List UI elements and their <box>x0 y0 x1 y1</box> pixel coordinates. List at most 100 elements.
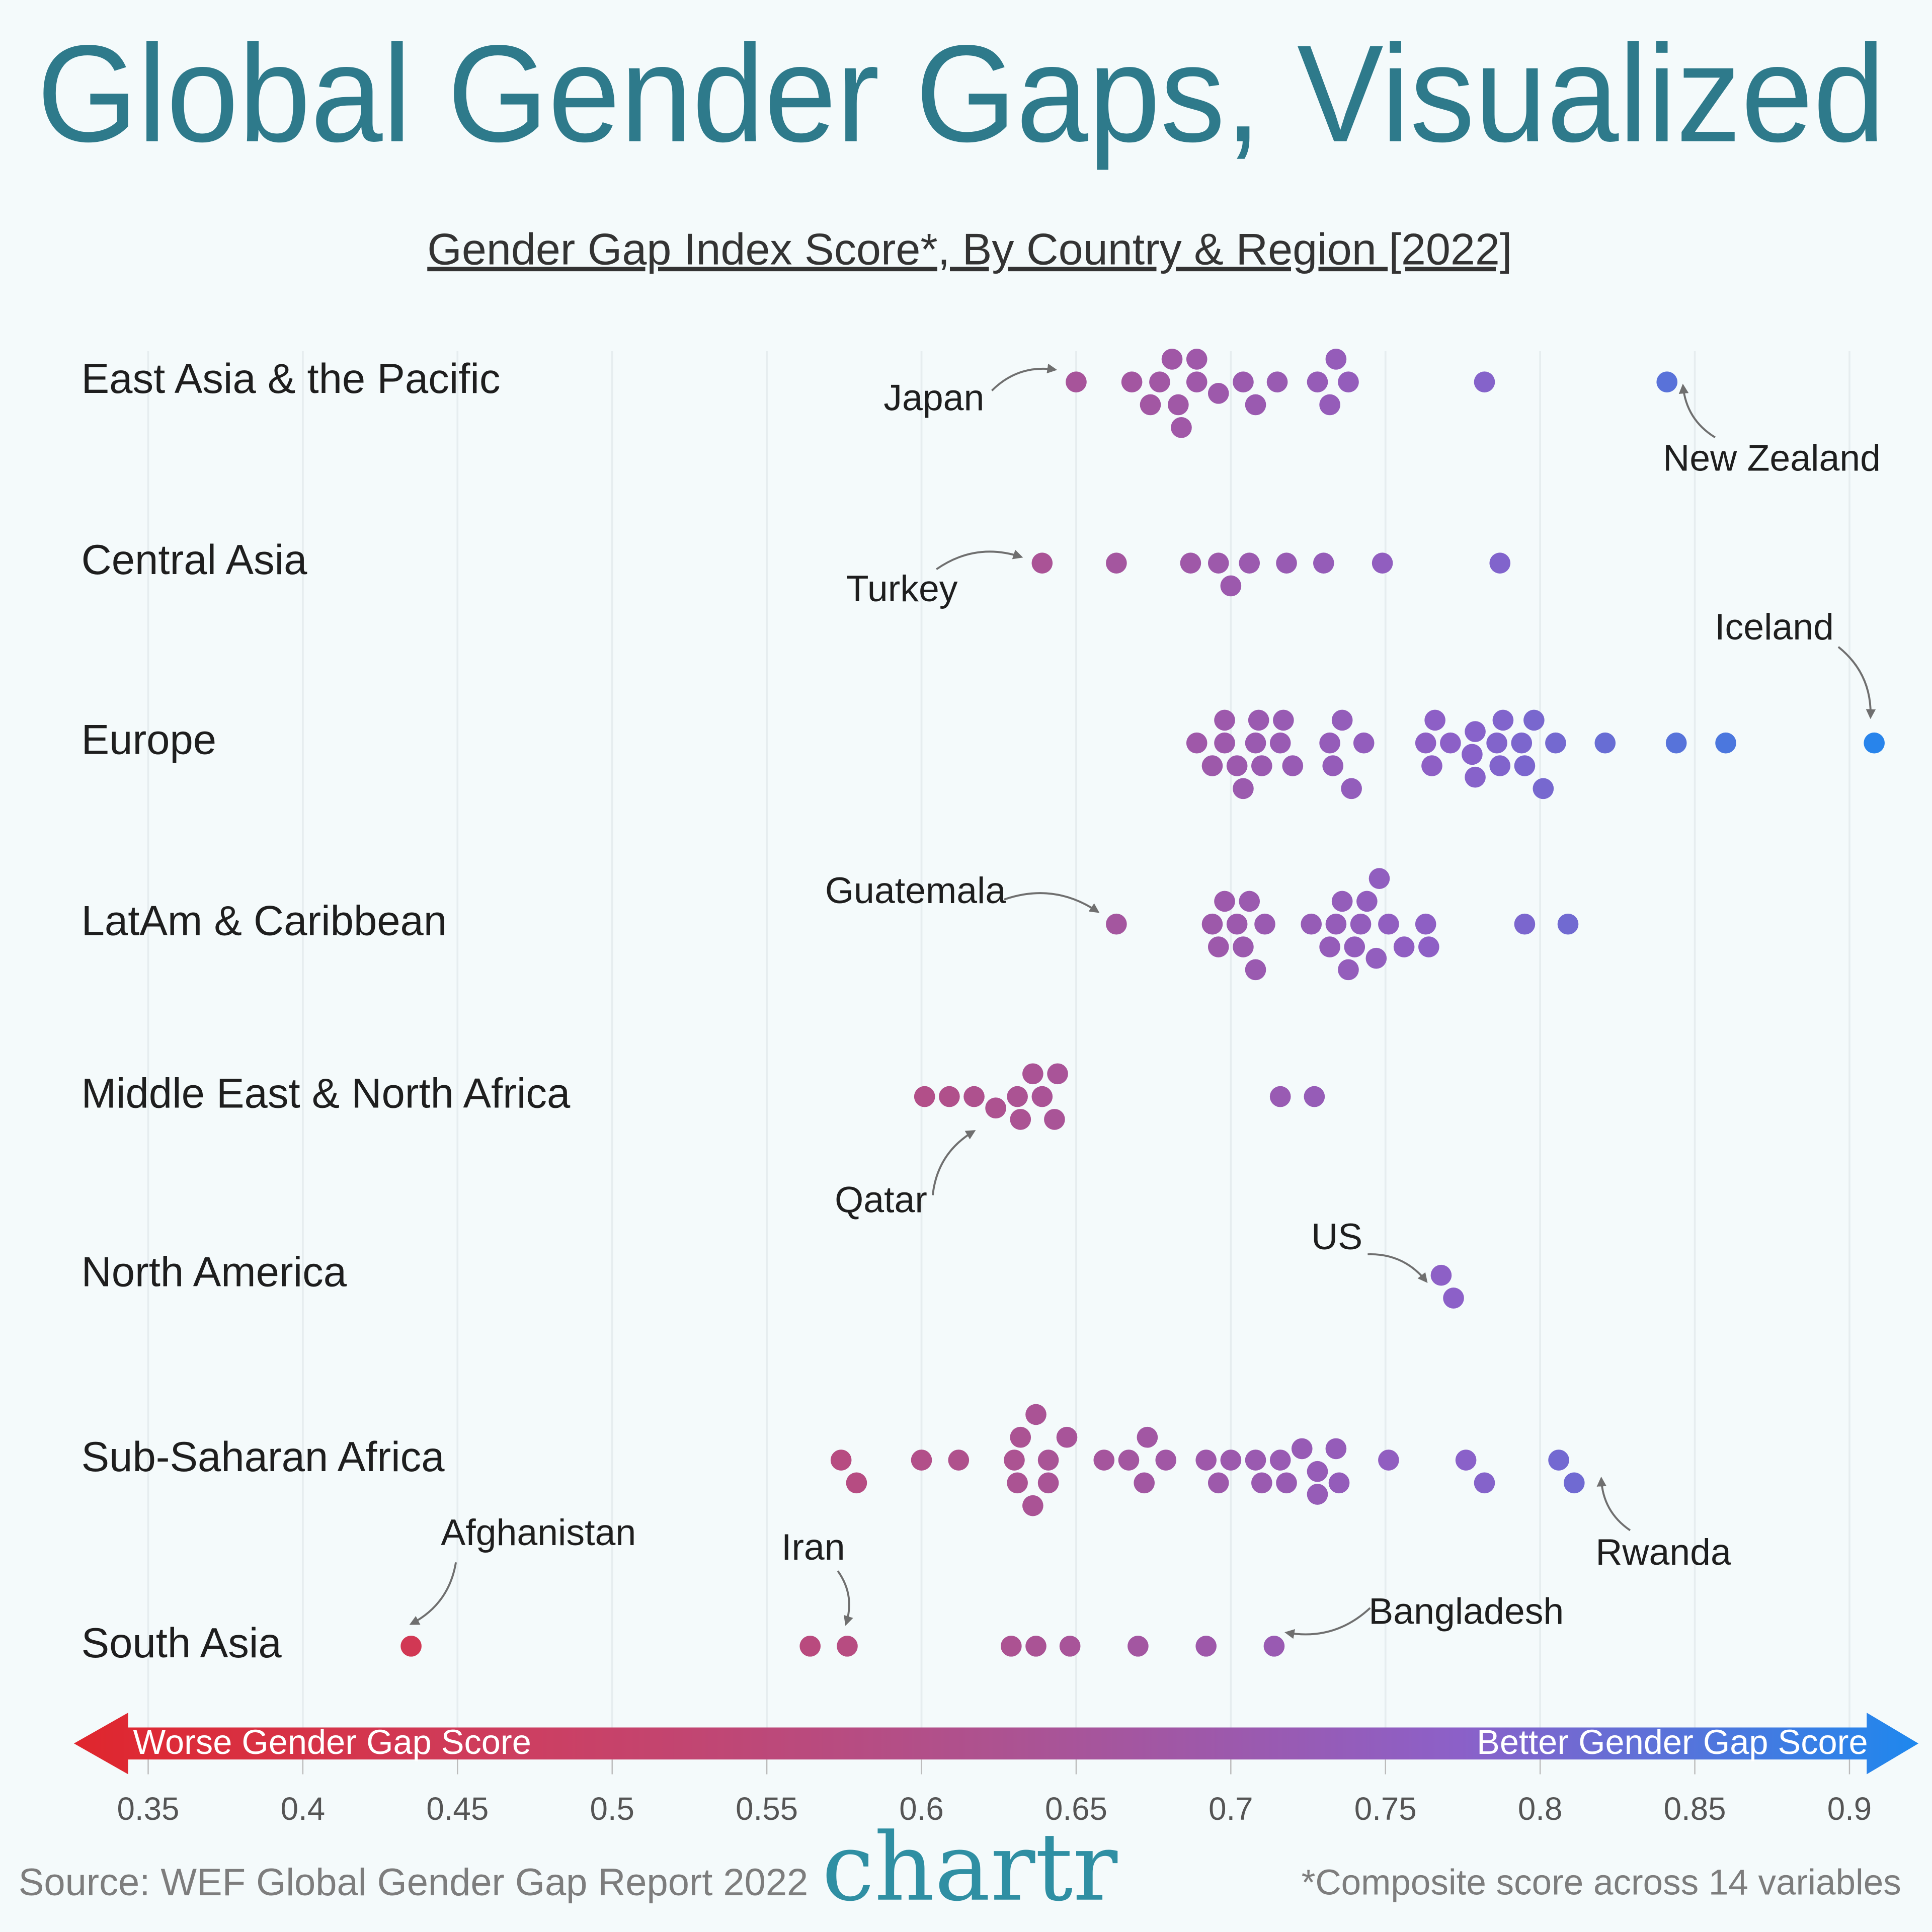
dot <box>1322 755 1344 776</box>
annotation-arrow <box>1004 892 1100 913</box>
dot <box>837 1636 858 1657</box>
dot <box>1325 349 1347 370</box>
dot <box>1548 1450 1569 1471</box>
annotation-arrow <box>1284 1607 1371 1639</box>
dot <box>1325 913 1347 935</box>
annotation-arrow <box>931 1130 976 1195</box>
dot <box>1106 552 1127 574</box>
dot <box>1137 1426 1158 1448</box>
dot <box>1208 552 1229 574</box>
annotation-arrow <box>837 1570 853 1626</box>
dot <box>1307 1461 1328 1482</box>
x-tick-label: 0.75 <box>1354 1791 1417 1827</box>
x-tick-label: 0.45 <box>426 1791 489 1827</box>
annotation-arrow <box>1837 646 1876 719</box>
axis-right-label: Better Gender Gap Score <box>1477 1723 1868 1761</box>
footnote: *Composite score across 14 variables <box>1302 1863 1901 1903</box>
x-tick-label: 0.6 <box>899 1791 944 1827</box>
dot <box>1393 936 1415 957</box>
dot <box>1022 1063 1043 1085</box>
annotation-label: US <box>1311 1216 1362 1257</box>
dot <box>1356 891 1378 912</box>
region-label: Europe <box>82 716 216 763</box>
dot <box>1338 371 1359 392</box>
dot <box>1149 371 1170 392</box>
dot <box>1201 913 1223 935</box>
x-tick-label: 0.55 <box>736 1791 798 1827</box>
dot <box>1563 1472 1585 1494</box>
dot <box>1656 371 1678 392</box>
dot <box>1121 371 1143 392</box>
dot <box>1022 1495 1043 1516</box>
dot <box>1492 709 1514 731</box>
annotation-arrow <box>1596 1476 1631 1532</box>
dot <box>1233 371 1254 392</box>
dot <box>1313 552 1334 574</box>
dot <box>1171 417 1192 438</box>
dot <box>1378 1450 1399 1471</box>
region-label: Sub-Saharan Africa <box>82 1433 445 1480</box>
dot <box>1044 1109 1065 1130</box>
dot <box>1168 394 1189 416</box>
dot <box>1239 552 1260 574</box>
dot <box>1486 732 1507 754</box>
x-tick-label: 0.85 <box>1664 1791 1726 1827</box>
dot <box>1208 1472 1229 1494</box>
dot <box>1220 575 1242 597</box>
axis-left-label: Worse Gender Gap Score <box>133 1723 531 1761</box>
annotation-label: Afghanistan <box>441 1511 636 1553</box>
dot <box>1273 709 1294 731</box>
dot <box>1462 744 1483 765</box>
dot <box>1864 732 1885 754</box>
region-label: Central Asia <box>82 536 308 583</box>
dot <box>1025 1636 1046 1657</box>
dot <box>1195 1450 1217 1471</box>
dot <box>1208 936 1229 957</box>
x-tick-label: 0.7 <box>1209 1791 1253 1827</box>
dot <box>1128 1636 1149 1657</box>
dot <box>948 1450 970 1471</box>
dot <box>1325 1438 1347 1460</box>
dot <box>1415 913 1436 935</box>
dot <box>1037 1472 1059 1494</box>
dot <box>1276 1472 1297 1494</box>
grid: 0.35 0.4 0.45 0.5 0.55 0.6 0.65 0.7 0.75 0.8 0.85 0… <box>117 351 1872 1827</box>
dot <box>1715 732 1736 754</box>
dot <box>1533 778 1554 799</box>
annotation-arrow <box>936 549 1023 571</box>
dot <box>1245 959 1266 981</box>
dot <box>1248 709 1269 731</box>
dot <box>1514 913 1536 935</box>
dot <box>1186 349 1208 370</box>
dot <box>1378 913 1399 935</box>
dot <box>1118 1450 1140 1471</box>
dot <box>1010 1426 1031 1448</box>
dot <box>1106 913 1127 935</box>
dot <box>1418 936 1439 957</box>
dot <box>1066 371 1087 392</box>
dot <box>1007 1472 1028 1494</box>
dot <box>911 1450 932 1471</box>
dot <box>963 1086 985 1107</box>
dot <box>1276 552 1297 574</box>
x-tick-label: 0.35 <box>117 1791 180 1827</box>
region-label: LatAm & Caribbean <box>82 898 447 944</box>
annotation-label: Guatemala <box>825 869 1006 911</box>
dot <box>985 1097 1006 1119</box>
chart-title: Global Gender Gaps, Visualized <box>37 17 1885 172</box>
dot <box>1369 868 1390 889</box>
dot <box>1350 913 1372 935</box>
dot <box>1226 913 1248 935</box>
annotation-label: Rwanda <box>1595 1531 1731 1573</box>
source: Source: WEF Global Gender Gap Report 202… <box>19 1861 809 1904</box>
region-label: East Asia & the Pacific <box>82 355 501 402</box>
dot <box>1214 732 1235 754</box>
dot <box>1010 1109 1031 1130</box>
annotation-label: Iran <box>781 1526 845 1568</box>
dot <box>1134 1472 1155 1494</box>
dot <box>1319 732 1340 754</box>
dot <box>1269 732 1291 754</box>
plot: East Asia & the Pacific Japan New Zealand C… <box>82 349 1885 1666</box>
dot <box>1331 891 1353 912</box>
dot <box>1195 1636 1217 1657</box>
